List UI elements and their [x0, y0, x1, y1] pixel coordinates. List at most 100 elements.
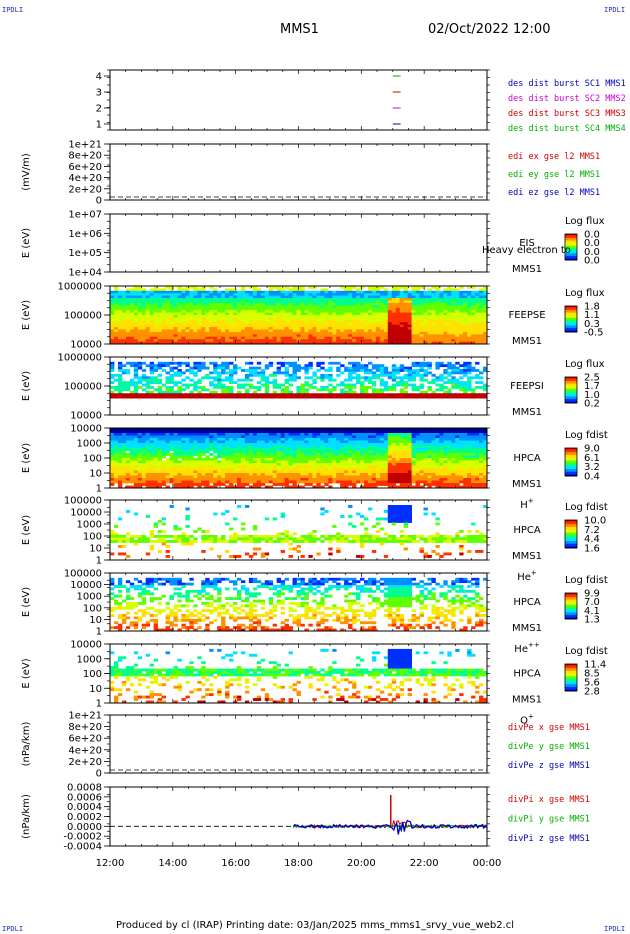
- heatmap-cell: [133, 433, 139, 436]
- heatmap-cell: [399, 300, 405, 304]
- heatmap-cell: [221, 428, 226, 431]
- heatmap-cell: [328, 393, 333, 397]
- heatmap-cell: [145, 390, 151, 394]
- heatmap-cell: [217, 341, 222, 345]
- colorbar-segment: [565, 328, 577, 330]
- heatmap-cell: [296, 298, 301, 301]
- heatmap-cell: [328, 460, 333, 464]
- heatmap-cell: [451, 366, 456, 370]
- heatmap-cell: [415, 440, 420, 444]
- heatmap-cell: [276, 443, 282, 446]
- heatmap-cell: [161, 450, 166, 454]
- heatmap-cell: [407, 315, 412, 318]
- heatmap-cell: [447, 286, 452, 289]
- heatmap-cell: [371, 317, 377, 321]
- heatmap-cell: [467, 388, 472, 392]
- heatmap-cell: [264, 440, 270, 444]
- colorbar-segment: [565, 320, 577, 322]
- heatmap-cell: [407, 455, 412, 459]
- heatmap-cell: [443, 327, 448, 330]
- heatmap-cell: [423, 302, 428, 306]
- heatmap-cell: [213, 334, 218, 338]
- heatmap-cell: [483, 336, 488, 340]
- heatmap-cell: [308, 428, 313, 431]
- heatmap-cell: [324, 302, 329, 306]
- heatmap-cell: [363, 376, 369, 380]
- heatmap-cell: [125, 302, 131, 306]
- heatmap-cell: [201, 366, 206, 370]
- heatmap-cell: [296, 443, 301, 446]
- heatmap-cell: [336, 450, 341, 454]
- heatmap-cell: [110, 373, 115, 377]
- heatmap-cell: [344, 298, 349, 301]
- heatmap-cell: [213, 307, 218, 311]
- heatmap-cell: [193, 383, 198, 387]
- heatmap-cell: [371, 341, 377, 345]
- heatmap-cell: [451, 448, 456, 451]
- heatmap-cell: [248, 386, 254, 389]
- heatmap-cell: [340, 448, 345, 451]
- heatmap-cell: [399, 302, 405, 306]
- heatmap-cell: [292, 334, 297, 338]
- heatmap-cell: [316, 305, 321, 309]
- heatmap-cell: [451, 298, 456, 301]
- heatmap-cell: [411, 435, 416, 439]
- heatmap-cell: [280, 361, 286, 365]
- heatmap-cell: [459, 393, 464, 397]
- heatmap-cell: [300, 341, 305, 345]
- heatmap-cell: [252, 458, 258, 461]
- heatmap-cell: [193, 286, 198, 289]
- heatmap-cell: [455, 453, 460, 456]
- heatmap-cell: [439, 435, 444, 439]
- heatmap-cell: [240, 302, 246, 306]
- heatmap-cell: [300, 317, 305, 321]
- heatmap-cell: [367, 336, 373, 340]
- heatmap-cell: [391, 450, 397, 454]
- heatmap-cell: [391, 443, 397, 446]
- heatmap-cell: [459, 334, 464, 338]
- heatmap-cell: [149, 324, 155, 328]
- heatmap-cell: [201, 364, 206, 368]
- heatmap-cell: [403, 336, 409, 340]
- heatmap-cell: [304, 376, 309, 380]
- heatmap-cell: [340, 390, 345, 394]
- heatmap-cell: [252, 300, 258, 304]
- heatmap-cell: [463, 298, 468, 301]
- heatmap-cell: [411, 448, 416, 451]
- heatmap-cell: [161, 322, 166, 326]
- heatmap-cell: [181, 317, 186, 321]
- heatmap-cell: [248, 305, 254, 309]
- heatmap-cell: [217, 460, 222, 464]
- colorbar-segment: [565, 251, 577, 253]
- heatmap-cell: [443, 448, 448, 451]
- heatmap-cell: [221, 455, 226, 459]
- heatmap-cell: [332, 329, 337, 333]
- heatmap-cell: [403, 302, 409, 306]
- heatmap-cell: [292, 455, 297, 459]
- heatmap-cell: [113, 378, 119, 382]
- heatmap-cell: [272, 455, 278, 459]
- heatmap-cell: [451, 290, 456, 294]
- heatmap-cell: [173, 300, 178, 304]
- heatmap-cell: [213, 386, 218, 389]
- heatmap-cell: [324, 443, 329, 446]
- heatmap-cell: [391, 322, 397, 326]
- heatmap-cell: [121, 395, 127, 399]
- heatmap-cell: [284, 433, 289, 436]
- heatmap-cell: [169, 341, 174, 345]
- heatmap-cell: [300, 331, 305, 335]
- heatmap-cell: [153, 319, 159, 323]
- heatmap-cell: [252, 336, 258, 340]
- heatmap-cell: [240, 288, 246, 292]
- heatmap-cell: [447, 443, 452, 446]
- heatmap-cell: [233, 305, 238, 309]
- heatmap-cell: [475, 433, 480, 436]
- heatmap-cell: [244, 376, 250, 380]
- heatmap-cell: [197, 310, 202, 313]
- heatmap-cell: [459, 302, 464, 306]
- heatmap-cell: [233, 458, 238, 461]
- heatmap-cell: [348, 378, 353, 382]
- heatmap-cell: [423, 293, 428, 297]
- heatmap-cell: [272, 393, 278, 397]
- heatmap-cell: [169, 366, 174, 370]
